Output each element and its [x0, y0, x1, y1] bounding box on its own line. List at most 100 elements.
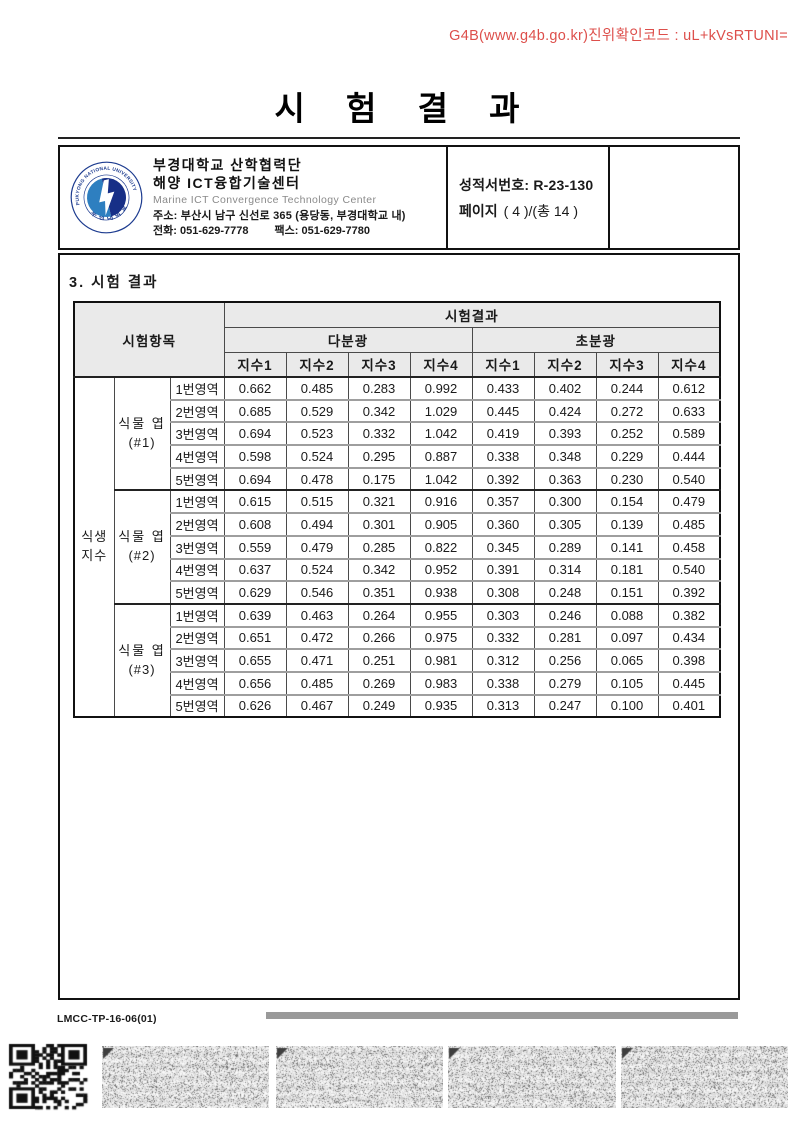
table-header-index: 지수1	[223, 351, 287, 378]
value-cell-hyper: 0.303	[471, 602, 535, 628]
value-cell-multi: 0.266	[347, 625, 411, 650]
value-cell-multi: 0.615	[223, 489, 287, 514]
page-indicator-value: ( 4 )/(총 14 )	[503, 202, 578, 219]
value-cell-hyper: 0.479	[657, 489, 721, 514]
results-table: 시험항목 시험결과 다분광 초분광 지수1 지수2 지수3 지수4 지수1 지수2 지수3 지수4 식생…	[73, 301, 722, 719]
table-row: 식생 지수 식물 엽 (#1) 1번영역 0.662 0.485 0.283 0.992 0.43…	[73, 375, 721, 718]
value-cell-multi: 0.598	[223, 444, 287, 469]
value-cell-multi: 0.485	[285, 670, 349, 696]
value-cell-multi: 0.175	[347, 466, 411, 491]
page-title: 시 험 결 과	[274, 90, 536, 127]
value-cell-multi: 0.629	[223, 580, 287, 605]
value-cell-hyper: 0.485	[657, 512, 721, 537]
value-cell-multi: 0.887	[409, 444, 473, 469]
category-cell: 식생 지수	[73, 375, 115, 718]
value-cell-hyper: 0.392	[471, 466, 535, 491]
value-cell-hyper: 0.633	[657, 398, 721, 423]
group-label-cell: 식물 엽 (#1)	[113, 375, 171, 491]
value-cell-multi: 1.029	[409, 398, 473, 423]
table-row: 4번영역 0.598 0.524 0.295 0.887 0.338 0.348 0.229 0…	[74, 444, 721, 469]
region-cell: 5번영역	[169, 466, 225, 491]
org-name-line1: 부경대학교 산학협력단	[153, 156, 303, 173]
value-cell-hyper: 0.398	[657, 648, 721, 673]
table-header-index: 지수4	[657, 351, 721, 378]
noise-strip-1	[102, 1046, 269, 1108]
value-cell-hyper: 0.382	[657, 602, 721, 628]
region-cell: 3번영역	[169, 648, 225, 673]
value-cell-hyper: 0.348	[533, 444, 597, 469]
report-number-label: 성적서번호:	[459, 176, 530, 193]
report-header-box: PUKYONG NATIONAL UNIVERSITY 부경대학교 부경대학교 …	[58, 145, 740, 250]
value-cell-multi: 0.467	[285, 693, 349, 718]
table-header-multispectral: 다분광	[223, 326, 473, 353]
value-cell-hyper: 0.363	[533, 466, 597, 491]
region-cell: 5번영역	[169, 580, 225, 605]
value-cell-multi: 0.608	[223, 512, 287, 537]
value-cell-hyper: 0.391	[471, 557, 535, 582]
value-cell-multi: 0.285	[347, 534, 411, 559]
verification-code-text: G4B(www.g4b.go.kr)진위확인코드 : uL+kVsRTUNI=	[449, 28, 788, 44]
region-cell: 3번영역	[169, 421, 225, 446]
qr-code	[6, 1041, 90, 1112]
value-cell-hyper: 0.458	[657, 534, 721, 559]
value-cell-hyper: 0.244	[595, 376, 659, 401]
value-cell-hyper: 0.313	[471, 693, 535, 718]
value-cell-multi: 0.656	[223, 670, 287, 696]
value-cell-multi: 0.301	[347, 512, 411, 537]
table-header-item: 시험항목	[73, 301, 225, 378]
table-header-index: 지수4	[409, 351, 473, 378]
value-cell-hyper: 0.281	[533, 625, 597, 650]
value-cell-hyper: 0.230	[595, 466, 659, 491]
org-contact: 전화: 051-629-7778 팩스: 051-629-7780	[153, 224, 406, 238]
org-address: 주소: 부산시 남구 신선로 365 (용당동, 부경대학교 내)	[153, 210, 406, 223]
table-row: 2번영역 0.608 0.494 0.301 0.905 0.360 0.305 0.139 0…	[74, 512, 721, 537]
table-header-index: 지수2	[285, 351, 349, 378]
value-cell-hyper: 0.300	[533, 489, 597, 514]
region-cell: 2번영역	[169, 398, 225, 423]
value-cell-hyper: 0.338	[471, 670, 535, 696]
value-cell-multi: 0.694	[223, 466, 287, 491]
report-meta-section: 성적서번호: R-23-130 페이지 ( 4 )/(총 14 )	[446, 147, 610, 248]
value-cell-multi: 0.639	[223, 602, 287, 628]
region-cell: 4번영역	[169, 444, 225, 469]
value-cell-hyper: 0.332	[471, 625, 535, 650]
value-cell-multi: 0.975	[409, 625, 473, 650]
value-cell-multi: 0.494	[285, 512, 349, 537]
value-cell-hyper: 0.139	[595, 512, 659, 537]
noise-strip-2	[276, 1046, 443, 1108]
value-cell-hyper: 0.338	[471, 444, 535, 469]
page-indicator-label: 페이지	[459, 202, 498, 219]
table-row: 3번영역 0.694 0.523 0.332 1.042 0.419 0.393 0.252 0…	[74, 421, 721, 446]
form-code: LMCC-TP-16-06(01)	[57, 1013, 157, 1025]
value-cell-multi: 0.662	[223, 376, 287, 401]
value-cell-multi: 0.822	[409, 534, 473, 559]
value-cell-multi: 0.637	[223, 557, 287, 582]
value-cell-multi: 0.269	[347, 670, 411, 696]
value-cell-multi: 0.559	[223, 534, 287, 559]
value-cell-multi: 0.529	[285, 398, 349, 423]
value-cell-hyper: 0.345	[471, 534, 535, 559]
value-cell-multi: 0.952	[409, 557, 473, 582]
value-cell-hyper: 0.229	[595, 444, 659, 469]
region-cell: 5번영역	[169, 693, 225, 718]
table-header-index: 지수3	[595, 351, 659, 378]
value-cell-hyper: 0.393	[533, 421, 597, 446]
value-cell-multi: 0.463	[285, 602, 349, 628]
university-logo-icon: PUKYONG NATIONAL UNIVERSITY 부경대학교	[61, 152, 152, 243]
value-cell-multi: 0.479	[285, 534, 349, 559]
value-cell-hyper: 0.444	[657, 444, 721, 469]
org-fax: 팩스: 051-629-7780	[274, 225, 370, 238]
table-row: 4번영역 0.637 0.524 0.342 0.952 0.391 0.314 0.181 0…	[74, 557, 721, 582]
value-cell-multi: 0.685	[223, 398, 287, 423]
org-phone: 전화: 051-629-7778	[153, 225, 249, 238]
noise-strip-3	[448, 1046, 616, 1108]
table-row: 5번영역 0.694 0.478 0.175 1.042 0.392 0.363 0.230 0…	[74, 466, 721, 491]
value-cell-hyper: 0.247	[533, 693, 597, 718]
value-cell-hyper: 0.314	[533, 557, 597, 582]
region-cell: 2번영역	[169, 625, 225, 650]
value-cell-hyper: 0.360	[471, 512, 535, 537]
value-cell-multi: 1.042	[409, 421, 473, 446]
value-cell-multi: 0.983	[409, 670, 473, 696]
value-cell-multi: 0.916	[409, 489, 473, 514]
